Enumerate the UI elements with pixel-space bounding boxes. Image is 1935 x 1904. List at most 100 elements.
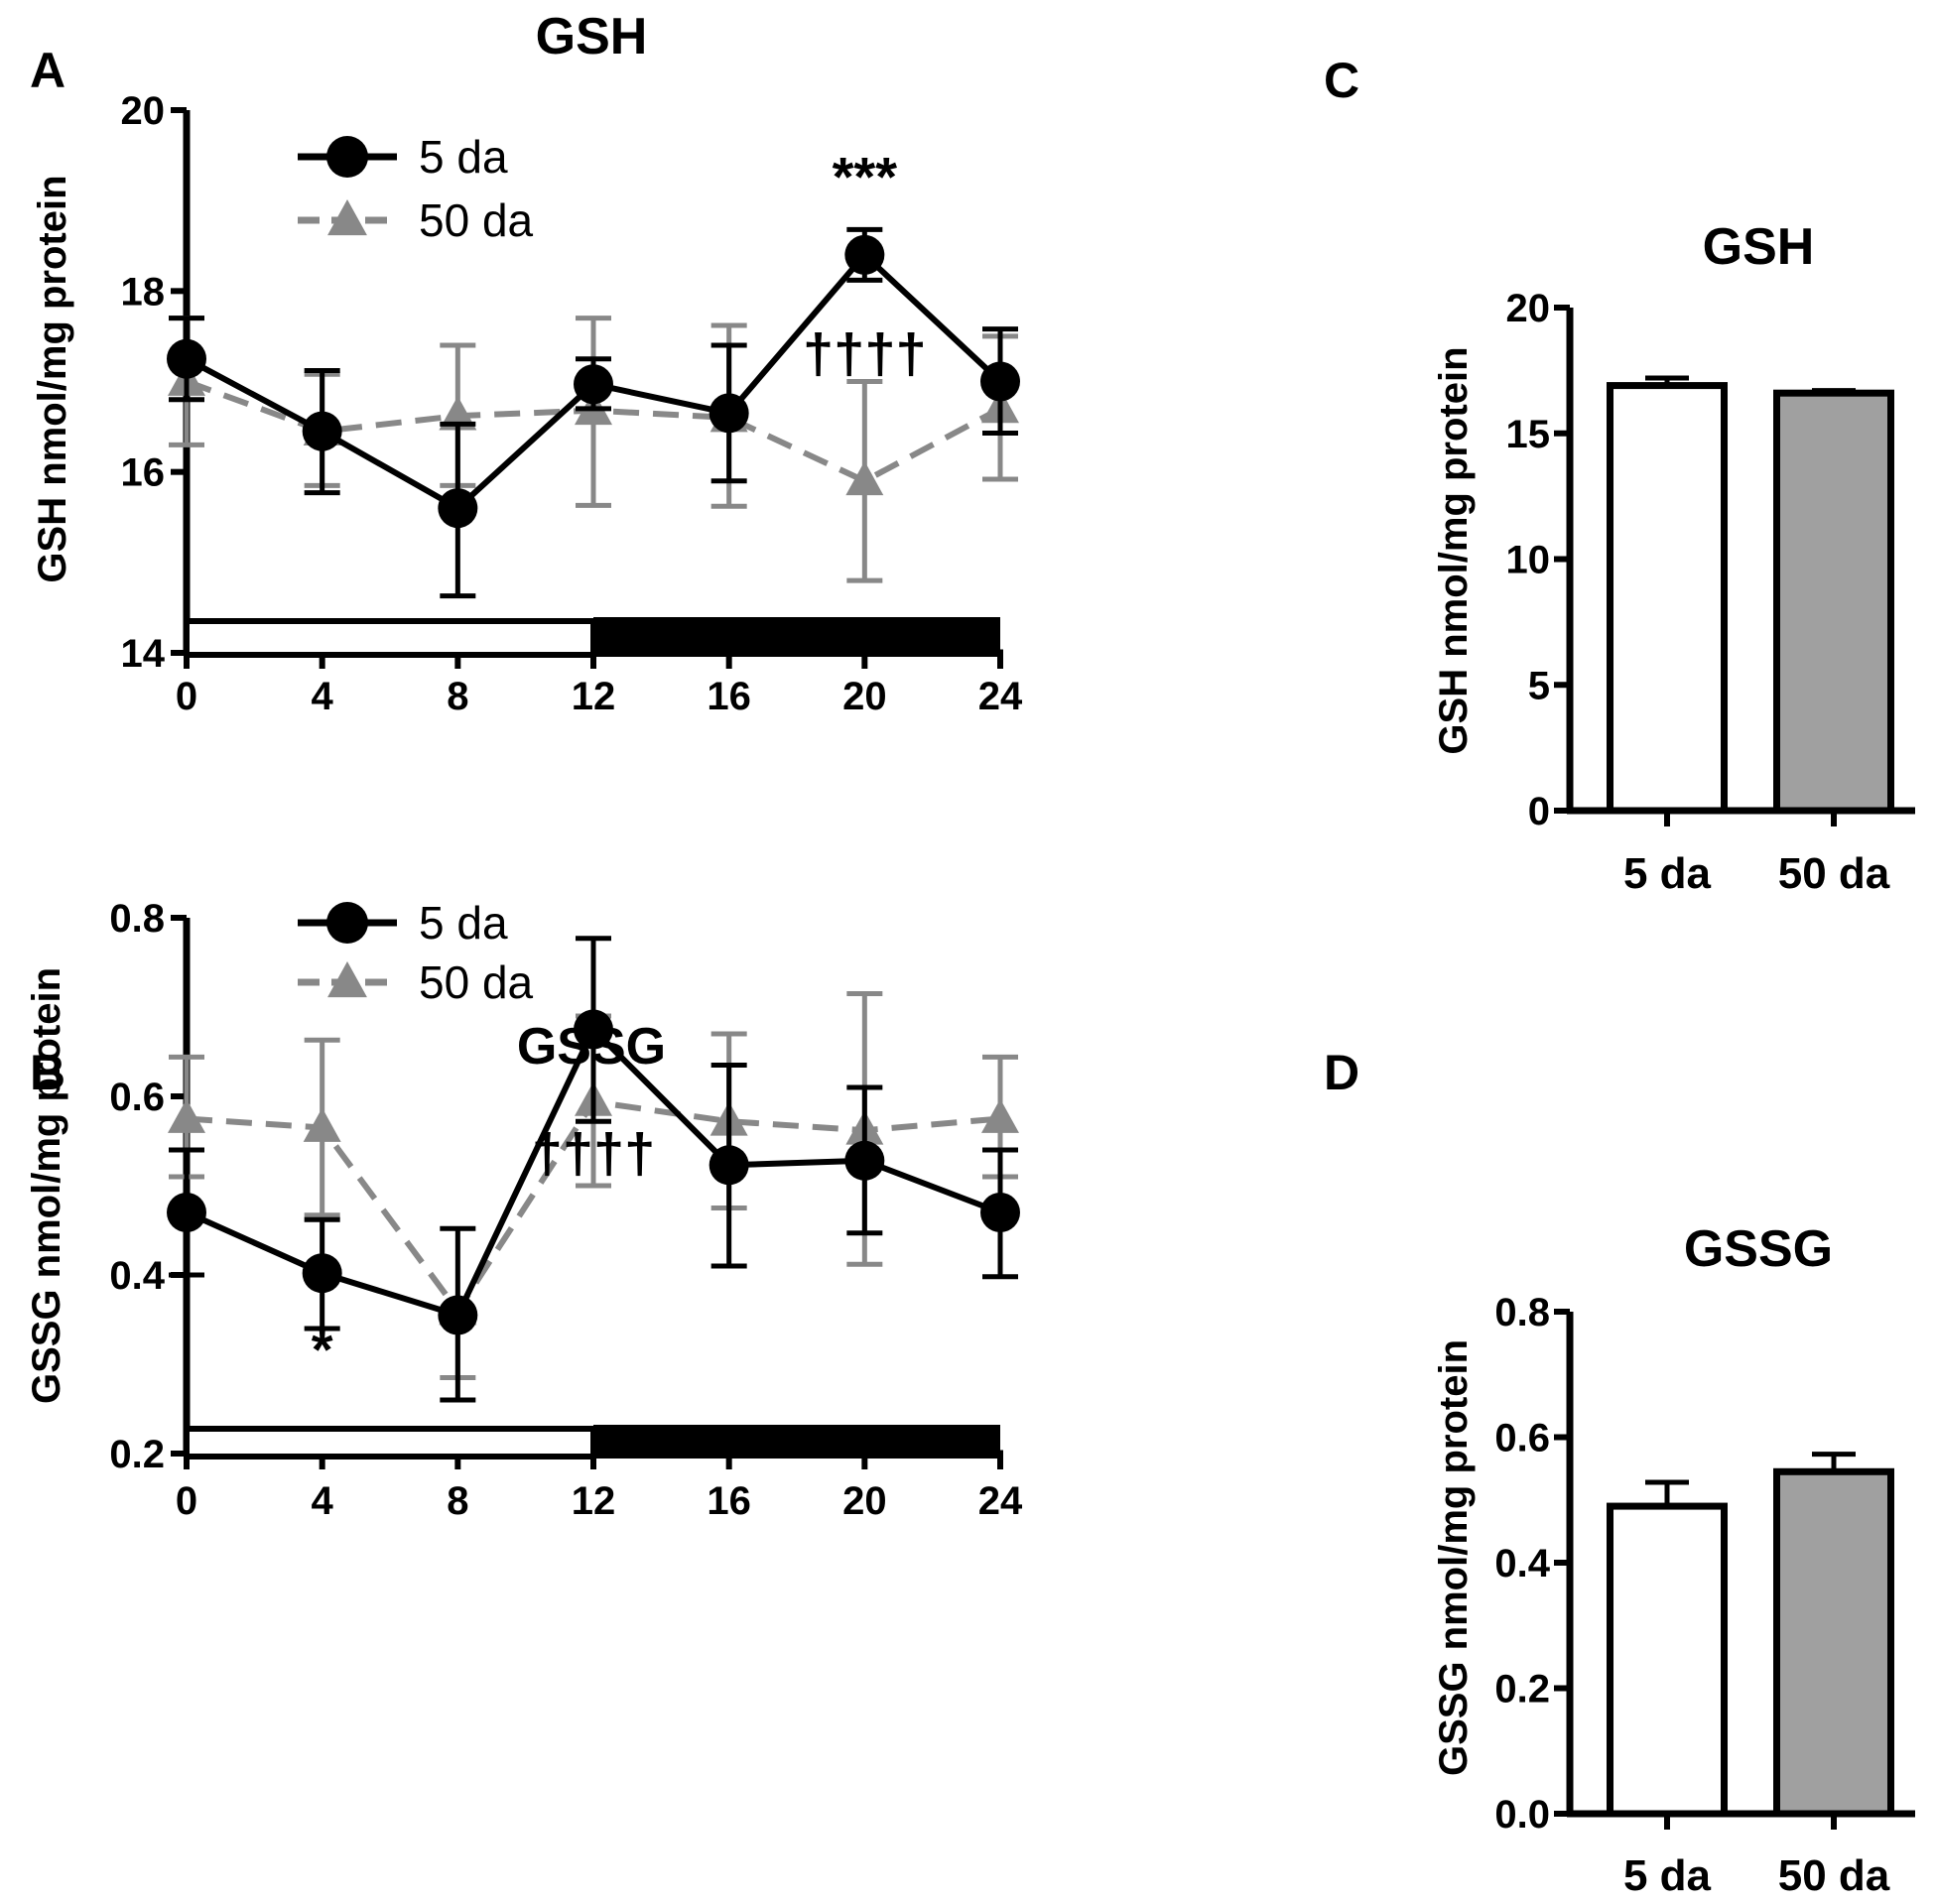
legend-label: 50 da: [419, 956, 534, 1008]
y-tick-label: 0.2: [109, 1433, 165, 1476]
y-tick-label: 0.4: [1494, 1542, 1550, 1586]
y-tick-label: 0.6: [1494, 1417, 1550, 1460]
data-point: [303, 1107, 341, 1142]
x-tick-label: 4: [312, 1479, 334, 1523]
panel-b-line-chart: B GSSG GSSG nmol/mg protein 0.20.40.60.8…: [25, 897, 1023, 1523]
panel-a-label: A: [30, 43, 65, 98]
data-point: [438, 488, 478, 529]
panel-d-axes: 0.0 0.2 0.4 0.6 0.8 5 da 50 da: [1494, 1291, 1915, 1900]
x-tick-label: 8: [447, 1479, 468, 1523]
y-tick-label: 10: [1506, 539, 1551, 582]
panel-b-plot-area: [167, 936, 1020, 1403]
panel-d-bar-chart: D GSSG GSSG nmol/mg protein 0.0 0.2 0.4 0.6…: [1324, 1045, 1915, 1900]
panel-c-label: C: [1324, 53, 1359, 108]
x-tick-label: 12: [572, 675, 616, 718]
x-tick-label: 16: [707, 1479, 751, 1523]
y-tick-label: 0: [1528, 790, 1550, 833]
panel-a-plot-area: [167, 226, 1020, 599]
data-point: [980, 361, 1020, 402]
series-5-da: [167, 936, 1020, 1403]
light-phase-bar: [184, 1426, 596, 1460]
data-point: [981, 1098, 1019, 1133]
significance-annotation: ††††: [803, 321, 927, 384]
x-tick-label: 0: [176, 1479, 197, 1523]
panel-a-annotations: *** ††††: [803, 146, 927, 385]
panel-d-plot-area: [1607, 1452, 1894, 1818]
data-point: [302, 411, 342, 451]
panel-d-y-label: GSSG nmol/mg protein: [1432, 1339, 1476, 1776]
panel-b-light-dark-bar: [184, 1425, 1000, 1460]
y-tick-label: 14: [121, 632, 166, 676]
data-point: [844, 1140, 885, 1181]
y-tick-label: 18: [121, 270, 166, 314]
x-tick-label: 24: [978, 675, 1023, 718]
dark-phase-bar: [593, 617, 1000, 657]
data-point: [438, 1295, 478, 1335]
legend-marker: [327, 961, 367, 998]
y-tick-label: 16: [121, 451, 166, 495]
data-point: [844, 234, 885, 275]
y-tick-label: 5: [1528, 664, 1550, 707]
y-tick-label: 15: [1506, 413, 1551, 456]
data-point: [167, 338, 206, 379]
panel-a-light-dark-bar: [184, 617, 1000, 658]
panel-c-title: GSH: [1703, 218, 1815, 276]
data-point: [168, 1098, 205, 1133]
y-tick-label: 0.8: [109, 897, 165, 941]
category-label: 5 da: [1623, 1851, 1712, 1900]
y-tick-label: 0.6: [109, 1076, 165, 1119]
panel-d-title: GSSG: [1684, 1220, 1833, 1278]
y-tick-label: 0.8: [1494, 1291, 1550, 1334]
data-point: [574, 364, 613, 405]
panel-b-annotations: * ††††: [312, 1122, 656, 1381]
light-phase-bar: [184, 618, 596, 658]
x-tick-label: 20: [842, 1479, 887, 1523]
y-tick-label: 0.2: [1494, 1668, 1550, 1712]
legend-marker: [326, 136, 368, 178]
data-point: [709, 1145, 749, 1186]
x-tick-label: 8: [447, 675, 468, 718]
significance-annotation: *: [312, 1319, 333, 1381]
data-point: [574, 1009, 613, 1050]
panel-b-label: B: [30, 1045, 65, 1100]
panel-a-y-label: GSH nmol/mg protein: [31, 175, 74, 582]
y-tick-label: 20: [1506, 287, 1551, 330]
dark-phase-bar: [593, 1425, 1000, 1459]
panel-c-bar-chart: C GSH GSH nmol/mg protein 0 5 10 15 20 5 da 50…: [1324, 53, 1915, 898]
legend-marker: [327, 199, 367, 236]
panel-c-axes: 0 5 10 15 20 5 da 50 da: [1506, 287, 1915, 898]
x-tick-label: 4: [312, 675, 334, 718]
x-tick-label: 0: [176, 675, 197, 718]
category-label: 5 da: [1623, 849, 1712, 898]
data-point: [302, 1253, 342, 1294]
significance-annotation: ††††: [532, 1122, 656, 1185]
y-tick-label: 20: [121, 89, 166, 133]
data-point: [167, 1193, 206, 1232]
bar-5-da: [1607, 382, 1728, 815]
x-tick-label: 12: [572, 1479, 616, 1523]
panel-c-y-label: GSH nmol/mg protein: [1432, 346, 1476, 754]
data-point: [980, 1193, 1020, 1232]
bar-50-da: [1773, 389, 1894, 815]
x-tick-label: 24: [978, 1479, 1023, 1523]
panel-c-plot-area: [1607, 375, 1894, 815]
bar-5-da: [1607, 1502, 1728, 1818]
legend-label: 50 da: [419, 194, 534, 246]
y-tick-label: 0.0: [1494, 1793, 1550, 1837]
panel-b-legend: 5 da 50 da: [298, 897, 534, 1008]
series-5-da: [167, 226, 1020, 599]
data-point: [709, 393, 749, 434]
x-tick-label: 16: [707, 675, 751, 718]
legend-label: 5 da: [419, 131, 508, 183]
panel-a-title: GSH: [536, 8, 648, 65]
panel-a-legend: 5 da 50 da: [298, 131, 534, 246]
x-tick-label: 20: [842, 675, 887, 718]
panel-b-y-label: GSSG nmol/mg protein: [25, 967, 68, 1404]
legend-marker: [326, 902, 368, 944]
panel-a-line-chart: A GSH GSH nmol/mg protein 14 16 18 20 0 4 8 12 1…: [30, 8, 1023, 718]
panel-d-label: D: [1324, 1045, 1359, 1100]
significance-annotation: ***: [833, 146, 898, 208]
legend-label: 5 da: [419, 897, 508, 949]
category-label: 50 da: [1778, 1851, 1890, 1900]
